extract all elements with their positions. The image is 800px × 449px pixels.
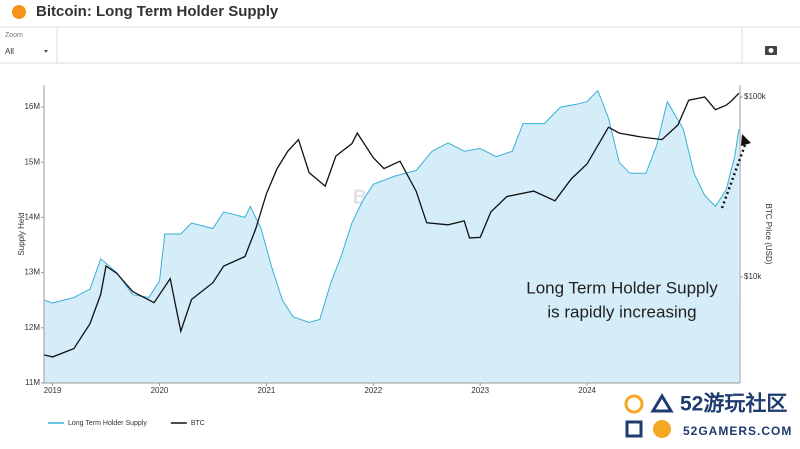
- logo-box: [615, 385, 800, 449]
- annotation: Long Term Holder Supply: [526, 278, 718, 297]
- zoom-value[interactable]: All: [5, 47, 14, 56]
- y2-tick-label: $100k: [744, 92, 767, 101]
- plot: BITCOIN MAGAZINEPRO11M12M13M14M15M16M$10…: [17, 85, 773, 427]
- camera-icon[interactable]: [765, 46, 777, 55]
- y-tick-label: 15M: [24, 157, 40, 166]
- site: 52GAMERS.COM: [683, 424, 792, 438]
- logo-shape: [624, 394, 644, 414]
- brand: 52游玩社区: [680, 392, 787, 416]
- line: [43, 89, 740, 323]
- y-tick-label: 16M: [24, 102, 40, 111]
- logo-shape: [650, 393, 674, 413]
- y-tick-label: 14M: [24, 213, 40, 222]
- x-tick-label: 2019: [44, 386, 62, 395]
- annotation: is rapidly increasing: [547, 302, 696, 321]
- arrow: [720, 144, 747, 209]
- title: Bitcoin: Long Term Holder Supply: [36, 3, 279, 20]
- y2-tick-label: $10k: [744, 272, 762, 281]
- x-tick-label: 2022: [364, 386, 382, 395]
- zoom-caret[interactable]: [44, 50, 48, 53]
- logo-shape: [625, 420, 643, 438]
- x-tick-label: 2021: [257, 386, 275, 395]
- zoom-label: Zoom: [5, 32, 23, 39]
- x-tick-label: 2024: [578, 386, 596, 395]
- legend-label: BTC: [191, 420, 205, 427]
- x-tick-label: 2023: [471, 386, 489, 395]
- line: [43, 92, 740, 358]
- camera-lens[interactable]: [768, 48, 774, 53]
- y-tick-label: 11M: [25, 378, 40, 387]
- overlay-logo: 52游玩社区 52GAMERS.COM: [615, 385, 800, 449]
- logo-shape: [653, 420, 671, 438]
- area: [44, 90, 739, 383]
- y-tick-label: 12M: [24, 323, 40, 332]
- bitcoin-icon: [12, 5, 26, 19]
- x-tick-label: 2020: [151, 386, 169, 395]
- y-tick-label: 13M: [24, 268, 40, 277]
- y-axis-label: Supply Held: [17, 212, 26, 255]
- legend-label: Long Term Holder Supply: [68, 420, 147, 427]
- arrow-head: [741, 134, 751, 146]
- y2-axis-label: BTC Price (USD): [764, 204, 773, 265]
